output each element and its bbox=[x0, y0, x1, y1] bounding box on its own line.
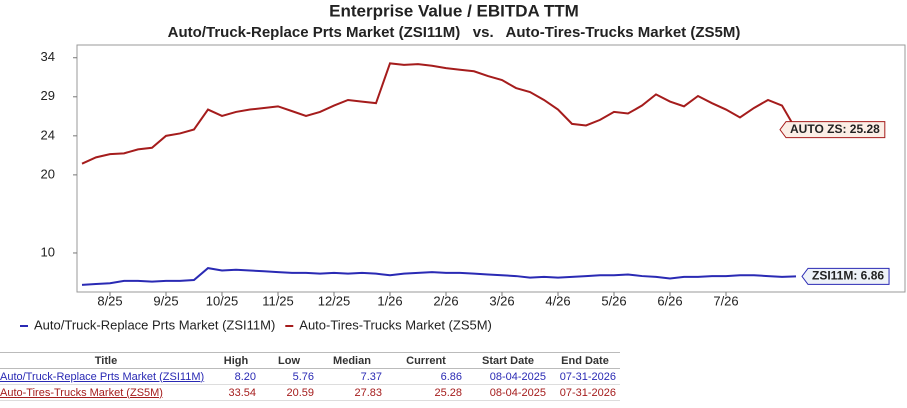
y-tick-label: 24 bbox=[41, 127, 55, 142]
table-cell: 27.83 bbox=[318, 384, 386, 401]
y-tick-label: 10 bbox=[41, 244, 55, 259]
summary-table: Title High Low Median Current Start Date End D… bbox=[0, 352, 907, 401]
chart-title: Enterprise Value / EBITDA TTM bbox=[329, 1, 579, 20]
table-header: Low bbox=[260, 352, 318, 369]
table-header: Title bbox=[0, 352, 212, 369]
table-cell: 6.86 bbox=[386, 368, 466, 385]
table-header: High bbox=[212, 352, 260, 369]
x-tick-label: 3/26 bbox=[489, 293, 514, 308]
chart-subtitle: Auto/Truck-Replace Prts Market (ZSI11M) … bbox=[168, 24, 741, 41]
table-header: Current bbox=[386, 352, 466, 369]
x-tick-label: 11/25 bbox=[262, 293, 294, 308]
table-cell: 33.54 bbox=[212, 384, 260, 401]
x-tick-label: 6/26 bbox=[657, 293, 682, 308]
x-tick-label: 10/25 bbox=[206, 293, 239, 308]
table-cell: 20.59 bbox=[260, 384, 318, 401]
end-label-text: ZSI11M: 6.86 bbox=[812, 269, 884, 283]
end-label-text: AUTO ZS: 25.28 bbox=[790, 122, 880, 136]
table-row: Auto-Tires-Trucks Market (ZS5M) 33.54 20.5… bbox=[0, 384, 907, 401]
table-cell: 7.37 bbox=[318, 368, 386, 385]
table-cell: 08-04-2025 bbox=[466, 384, 550, 401]
x-tick-label: 9/25 bbox=[153, 293, 178, 308]
end-label-box bbox=[801, 267, 890, 285]
table-cell: 07-31-2026 bbox=[550, 384, 620, 401]
x-tick-label: 1/26 bbox=[377, 293, 402, 308]
table-cell: 08-04-2025 bbox=[466, 368, 550, 385]
x-tick-label: 12/25 bbox=[318, 293, 351, 308]
x-tick-label: 2/26 bbox=[433, 293, 458, 308]
legend-label: Auto/Truck-Replace Prts Market (ZSI11M) bbox=[34, 317, 275, 332]
end-label-box bbox=[779, 121, 886, 139]
y-tick-label: 34 bbox=[41, 49, 55, 64]
y-tick-label: 20 bbox=[41, 166, 55, 181]
table-cell: 8.20 bbox=[212, 368, 260, 385]
table-header: End Date bbox=[550, 352, 620, 369]
end-label: ZSI11M: 6.86 bbox=[801, 267, 890, 285]
series-line bbox=[81, 62, 797, 165]
table-row: Auto/Truck-Replace Prts Market (ZSI11M) 8… bbox=[0, 368, 907, 385]
end-label: AUTO ZS: 25.28 bbox=[779, 121, 886, 139]
x-tick-label: 7/26 bbox=[713, 293, 738, 308]
chart: Enterprise Value / EBITDA TTM Auto/Truck… bbox=[20, 1, 906, 332]
x-tick-label: 5/26 bbox=[601, 293, 626, 308]
table-cell: 5.76 bbox=[260, 368, 318, 385]
legend-label: Auto-Tires-Trucks Market (ZS5M) bbox=[299, 317, 492, 332]
series-line bbox=[81, 267, 797, 286]
table-header: Median bbox=[318, 352, 386, 369]
table-cell: 07-31-2026 bbox=[550, 368, 620, 385]
y-tick-label: 29 bbox=[41, 88, 55, 103]
row-title[interactable]: Auto-Tires-Trucks Market (ZS5M) bbox=[0, 384, 212, 401]
x-tick-label: 8/25 bbox=[97, 293, 122, 308]
plot-frame bbox=[76, 44, 906, 293]
table-header: Start Date bbox=[466, 352, 550, 369]
table-cell: 25.28 bbox=[386, 384, 466, 401]
row-title[interactable]: Auto/Truck-Replace Prts Market (ZSI11M) bbox=[0, 368, 212, 385]
x-tick-label: 4/26 bbox=[545, 293, 570, 308]
